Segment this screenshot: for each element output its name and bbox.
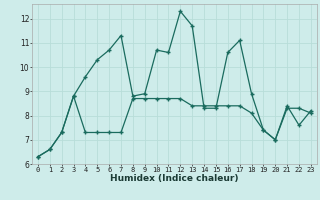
X-axis label: Humidex (Indice chaleur): Humidex (Indice chaleur) — [110, 174, 239, 183]
